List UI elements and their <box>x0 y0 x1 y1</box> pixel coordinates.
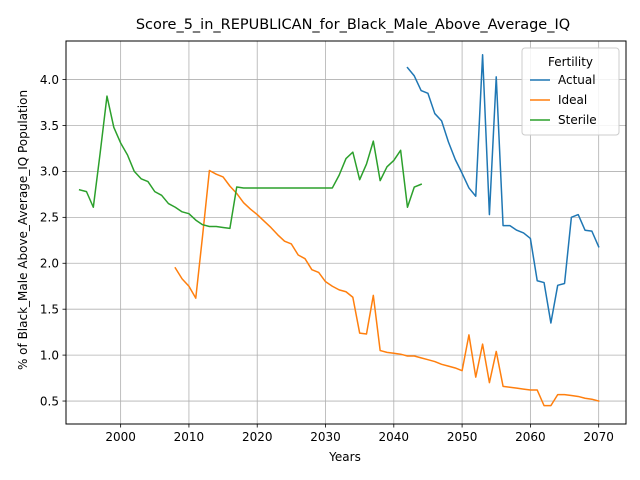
legend-label-sterile: Sterile <box>558 113 597 127</box>
x-tick-label: 2000 <box>105 430 136 444</box>
series-line-ideal <box>174 169 600 407</box>
x-tick-label: 2050 <box>447 430 478 444</box>
y-tick-label: 1.0 <box>40 348 59 362</box>
y-ticks: 0.5 1.0 1.5 2.0 2.5 3.0 3.5 4.0 <box>40 73 66 408</box>
chart-title: Score_5_in_REPUBLICAN_for_Black_Male_Abo… <box>136 17 570 33</box>
legend-label-ideal: Ideal <box>558 93 587 107</box>
x-axis-label: Years <box>328 450 361 464</box>
y-tick-label: 1.5 <box>40 302 59 316</box>
axes-frame <box>65 40 627 425</box>
x-tick-label: 2070 <box>583 430 614 444</box>
series-line-sterile <box>78 95 423 230</box>
legend-title: Fertility <box>548 55 593 69</box>
series-lines <box>78 54 600 407</box>
x-tick-label: 2030 <box>310 430 341 444</box>
series-line-actual <box>406 54 600 324</box>
y-tick-label: 2.0 <box>40 257 59 271</box>
x-ticks: 2000 2010 2020 2030 2040 2050 2060 2070 <box>105 424 614 444</box>
legend: Fertility Actual Ideal Sterile <box>521 47 620 136</box>
y-tick-label: 2.5 <box>40 211 59 225</box>
y-tick-label: 0.5 <box>40 394 59 408</box>
x-tick-label: 2010 <box>174 430 205 444</box>
y-tick-label: 3.0 <box>40 165 59 179</box>
y-axis-label: % of Black_Male Above_Average_IQ Populat… <box>16 90 30 370</box>
y-tick-label: 3.5 <box>40 119 59 133</box>
legend-label-actual: Actual <box>558 73 596 87</box>
legend-box <box>521 47 620 136</box>
x-tick-label: 2060 <box>515 430 546 444</box>
x-tick-label: 2020 <box>242 430 273 444</box>
x-tick-label: 2040 <box>379 430 410 444</box>
y-tick-label: 4.0 <box>40 73 59 87</box>
